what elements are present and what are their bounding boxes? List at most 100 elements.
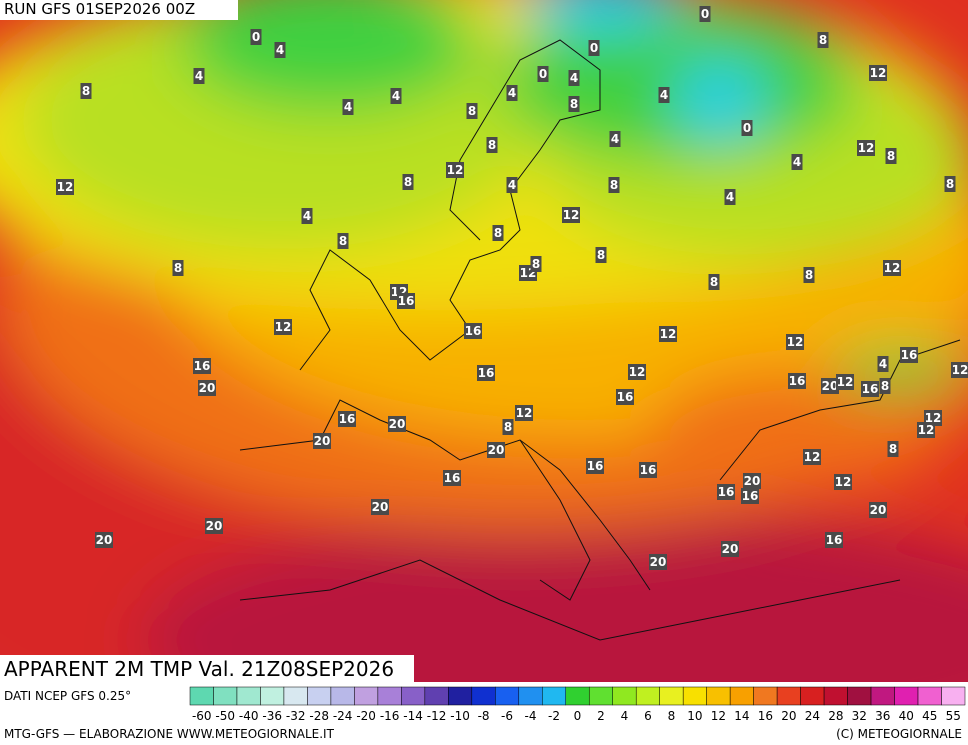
colorbar-tick-label: 28 [828,709,843,723]
contour-label-box [402,174,414,190]
contour-label-box [883,260,901,276]
colorbar-swatch [823,686,848,706]
colorbar-tick-label: -50 [215,709,235,723]
colorbar-tick-label: 4 [621,709,629,723]
colorbar-swatch [354,686,379,706]
contour-label: 8 [710,275,718,289]
contour-label: 8 [488,138,496,152]
contour-label: 12 [275,320,292,334]
contour-label-box [869,502,887,518]
colorbar-swatch [917,686,942,706]
contour-label-box [743,473,761,489]
contour-label: 16 [789,374,806,388]
contour-label-box [492,225,504,241]
contour-label-box [628,364,646,380]
contour-label: 16 [339,412,356,426]
colorbar-tick-label: 32 [852,709,867,723]
contour-label-box [741,488,759,504]
contour-label-box [205,518,223,534]
colorbar-tick-label: -24 [333,709,353,723]
contour-label-box [917,422,935,438]
contour-label-box [342,99,354,115]
contour-label: 16 [826,533,843,547]
colorbar-swatch [941,686,966,706]
contour-label-box [95,532,113,548]
colorbar-tick-label: -2 [548,709,560,723]
contour-label: 16 [640,463,657,477]
contour-label: 0 [701,7,709,21]
contour-label-box [885,148,897,164]
contour-label: 12 [952,363,968,377]
contour-label-box [193,358,211,374]
contour-label-box [717,484,735,500]
colorbar-tick-label: 45 [922,709,937,723]
contour-label: 4 [392,89,400,103]
colorbar-swatch [236,686,261,706]
contour-label: 4 [793,155,801,169]
contour-label-box [515,405,533,421]
contour-label: 16 [398,294,415,308]
contour-label: 4 [508,86,516,100]
contour-label: 8 [404,175,412,189]
contour-label: 16 [718,485,735,499]
contour-label: 12 [787,335,804,349]
colorbar-tick-label: 14 [734,709,749,723]
contour-label-box [658,87,670,103]
contour-label: 12 [516,406,533,420]
colorbar-swatch [424,686,449,706]
colorbar-tick-label: -10 [450,709,470,723]
colorbar-swatch [612,686,637,706]
contour-label-box [608,177,620,193]
colorbar-swatch [659,686,684,706]
contour-label-box [397,293,415,309]
colorbar-tick-label: 0 [574,709,582,723]
contour-label-box [198,380,216,396]
contour-label: 12 [925,411,942,425]
contour-label-box [56,179,74,195]
contour-label-box [537,66,549,82]
colorbar-tick-label: 40 [899,709,914,723]
contour-label: 4 [726,190,734,204]
contour-label: 4 [508,178,516,192]
contour-label-box [724,189,736,205]
contour-label: 8 [887,149,895,163]
contour-label: 8 [889,442,897,456]
contour-label-box [869,65,887,81]
copyright-label: (C) METEOGIORNALE [836,727,962,741]
contour-label-box [944,176,956,192]
contour-label: 8 [570,97,578,111]
contour-label-box [649,554,667,570]
contour-label: 4 [611,132,619,146]
colorbar-swatch [847,686,872,706]
contour-label: 8 [532,257,540,271]
colorbar-swatch [189,686,214,706]
contour-label-box [951,362,968,378]
contour-label: 12 [837,375,854,389]
contour-label: 20 [372,500,389,514]
contour-label-box [388,416,406,432]
colorbar-swatch [307,686,332,706]
contour-label: 8 [339,234,347,248]
contour-label-box [274,319,292,335]
contour-label: 4 [660,88,668,102]
contour-label-box [80,83,92,99]
colorbar-tick-label: 6 [644,709,652,723]
contour-label-box [708,274,720,290]
contour-label: 16 [862,382,879,396]
colorbar-tick-label: 12 [711,709,726,723]
contour-label-box [446,162,464,178]
field-title: APPARENT 2M TMP Val. 21Z08SEP2026 [4,657,394,681]
contour-label-box [562,207,580,223]
contour-label: 4 [879,357,887,371]
contour-label-box [817,32,829,48]
colorbar-swatch [776,686,801,706]
contour-label: 16 [194,359,211,373]
contour-label: 12 [918,423,935,437]
contour-label-box [193,68,205,84]
contour-label-box [834,474,852,490]
field-title-box [0,655,414,682]
colorbar-tick-label: -40 [239,709,259,723]
contour-label: 20 [870,503,887,517]
